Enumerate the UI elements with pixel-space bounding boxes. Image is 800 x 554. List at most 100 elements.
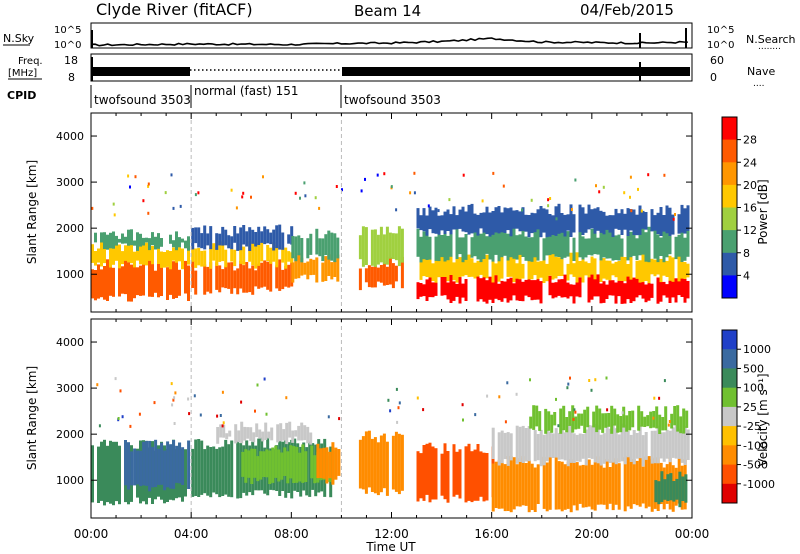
power-cell [656, 234, 660, 263]
power-cell [145, 242, 148, 266]
power-cell [218, 241, 222, 262]
vel-cell [605, 458, 609, 510]
power-cell [497, 260, 501, 282]
power-cell [281, 232, 285, 250]
power-scatter [637, 187, 639, 191]
vel-cell [236, 440, 240, 499]
power-cell [557, 257, 561, 276]
power-cell [614, 282, 618, 304]
power-cell [272, 242, 276, 262]
vel-cell [643, 416, 647, 427]
power-cell [668, 255, 672, 281]
power-scatter [663, 173, 666, 177]
vel-cell [264, 422, 268, 440]
velocity-colorbar-swatch [722, 483, 737, 504]
power-cell [428, 206, 432, 230]
power-cell [191, 227, 195, 250]
power-scatter [502, 184, 505, 188]
cpid-label: CPID [7, 89, 36, 102]
power-cell [617, 261, 621, 281]
power-cell [659, 258, 663, 283]
power-cell [602, 281, 606, 303]
power-cell [659, 277, 663, 302]
vel-cell [285, 422, 289, 445]
power-cell [545, 209, 549, 238]
vel-scatter [327, 415, 330, 419]
vel-cell [614, 428, 618, 465]
power-scatter [427, 204, 430, 208]
vel-cell [148, 440, 152, 492]
vel-cell [674, 425, 678, 459]
power-cell [449, 227, 453, 257]
vel-cell [554, 457, 558, 510]
vel-cell [575, 462, 579, 511]
power-cell [416, 282, 420, 300]
power-cell [379, 226, 383, 263]
power-colorbar-label: Power [dB] [756, 179, 770, 244]
power-cell [187, 265, 190, 301]
power-cell [127, 262, 130, 302]
power-cell [194, 248, 198, 268]
power-cell [461, 253, 465, 277]
power-cell [560, 227, 564, 260]
power-cell [130, 240, 133, 264]
power-cell [512, 210, 516, 229]
power-cell [656, 212, 660, 235]
vel-cell [282, 429, 286, 441]
power-scatter [147, 184, 150, 188]
vel-cell [596, 456, 600, 505]
power-cell [518, 274, 522, 301]
power-cell [100, 232, 103, 243]
power-cell [230, 262, 234, 294]
power-cell [593, 226, 597, 255]
vel-cell [297, 425, 301, 441]
power-cell [638, 205, 642, 235]
power-cell [358, 235, 362, 260]
power-cell [608, 260, 612, 281]
vel-scatter [221, 390, 224, 394]
vel-cell [533, 467, 537, 512]
vel-cell [623, 424, 627, 465]
vel-cell [106, 445, 109, 503]
power-cell [644, 212, 648, 230]
freq-label-line2: [MHz] [8, 68, 37, 79]
vel-cell [565, 417, 569, 433]
power-cell [644, 254, 648, 281]
power-cell [605, 260, 609, 280]
freq-label-line1: Freq. [18, 56, 43, 67]
power-cell [584, 261, 588, 276]
power-cell [584, 213, 588, 233]
vel-cell [476, 444, 480, 501]
power-cell [257, 263, 261, 289]
vel-scatter [221, 424, 224, 428]
nave-dots: .... [753, 79, 764, 89]
power-cell [178, 237, 181, 248]
vel-cell [373, 437, 377, 494]
power-cell [587, 272, 591, 303]
vel-cell [608, 467, 612, 504]
vel-cell [596, 425, 600, 464]
power-scatter [197, 191, 200, 195]
vel-cell [631, 410, 635, 428]
power-cell [548, 234, 552, 256]
vel-cell [219, 424, 223, 438]
power-cell [209, 226, 213, 250]
power-cell [476, 226, 480, 260]
power-cell [572, 214, 576, 233]
power-cell [178, 269, 181, 296]
power-cell [181, 238, 184, 243]
power-scatter [364, 177, 366, 181]
power-cell [163, 252, 166, 268]
vel-cell [617, 434, 621, 463]
vel-cell [288, 421, 292, 438]
power-scatter [113, 213, 116, 217]
power-cell [635, 238, 639, 260]
vel-cell [515, 425, 519, 464]
power-cell [641, 280, 645, 299]
power-cell [605, 284, 609, 299]
power-cell [644, 232, 648, 262]
power-cell [506, 208, 510, 231]
vel-scatter [668, 420, 671, 423]
velocity-colorbar-tick-label: 100 [743, 382, 764, 395]
power-cell [620, 273, 624, 304]
